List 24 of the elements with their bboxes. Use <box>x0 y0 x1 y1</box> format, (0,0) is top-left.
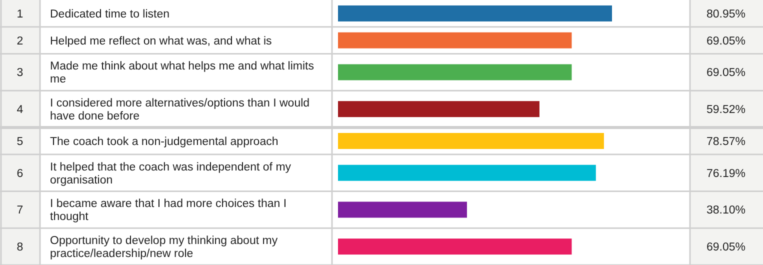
data-label: 78.57% <box>706 136 746 148</box>
y-tick-label: Opportunity to develop my thinking about my practice/leadership/new role <box>50 235 278 260</box>
y-tick-label: The coach took a non-judgemental approach <box>50 136 278 148</box>
data-label: 38.10% <box>706 204 746 217</box>
text: 7 <box>16 204 24 217</box>
data-label: 69.05% <box>706 35 746 48</box>
text: 3 <box>16 67 24 80</box>
data-label: 59.52% <box>706 104 746 116</box>
text: 5 <box>16 136 24 148</box>
data-label: 80.95% <box>706 8 746 20</box>
data-label: 76.19% <box>706 168 746 180</box>
y-tick-label: I became aware that I had more choices than I thought <box>50 198 287 224</box>
data-label: 69.05% <box>706 242 746 254</box>
y-tick-label: Dedicated time to listen <box>50 8 170 20</box>
y-tick-label: It helped that the coach was independent of my organisation <box>50 161 292 186</box>
y-tick-label: Made me think about what helps me and what limits me <box>50 60 314 86</box>
text: 1 <box>16 8 24 20</box>
text: 8 <box>16 242 24 254</box>
text: 6 <box>16 168 24 180</box>
data-label: 69.05% <box>706 67 746 80</box>
y-tick-label: I considered more alternatives/options than I would have done before <box>50 98 310 123</box>
text: 2 <box>16 35 24 48</box>
y-tick-label: Helped me reflect on what was, and what is <box>50 35 272 48</box>
text: 4 <box>16 104 24 116</box>
